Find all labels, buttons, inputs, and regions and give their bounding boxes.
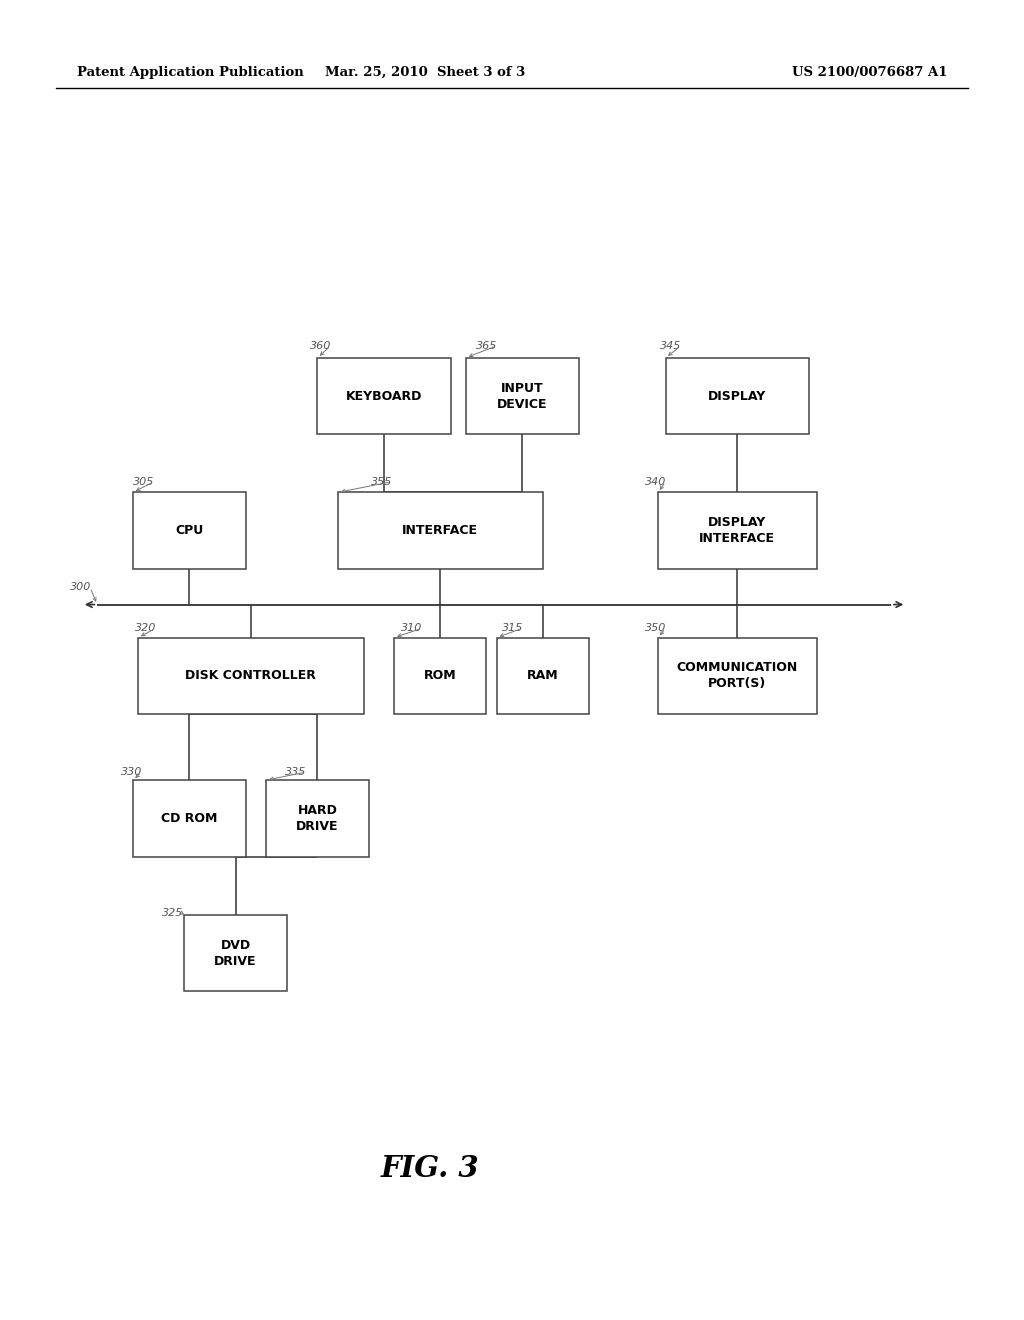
Bar	[466, 358, 579, 434]
Text: CD ROM: CD ROM	[161, 812, 218, 825]
Text: DVD
DRIVE: DVD DRIVE	[214, 939, 257, 968]
Text: DISPLAY
INTERFACE: DISPLAY INTERFACE	[699, 516, 775, 545]
Text: COMMUNICATION
PORT(S): COMMUNICATION PORT(S)	[677, 661, 798, 690]
Text: 340: 340	[645, 477, 667, 487]
Bar	[497, 638, 589, 714]
Text: 300: 300	[70, 582, 91, 593]
Bar	[266, 780, 369, 857]
Text: DISK CONTROLLER: DISK CONTROLLER	[185, 669, 316, 682]
Text: ROM: ROM	[424, 669, 457, 682]
Text: 310: 310	[401, 623, 423, 634]
Text: 365: 365	[476, 341, 498, 351]
Text: 305: 305	[133, 477, 155, 487]
Text: KEYBOARD: KEYBOARD	[346, 389, 422, 403]
Text: 335: 335	[285, 767, 306, 777]
Bar	[394, 638, 486, 714]
Bar	[657, 638, 817, 714]
Text: HARD
DRIVE: HARD DRIVE	[296, 804, 339, 833]
Text: 355: 355	[371, 477, 392, 487]
Text: 315: 315	[502, 623, 523, 634]
Text: INTERFACE: INTERFACE	[402, 524, 478, 537]
Bar	[133, 492, 246, 569]
Bar	[184, 915, 287, 991]
Text: DISPLAY: DISPLAY	[709, 389, 766, 403]
Text: Mar. 25, 2010  Sheet 3 of 3: Mar. 25, 2010 Sheet 3 of 3	[325, 66, 525, 79]
Bar	[666, 358, 809, 434]
Text: CPU: CPU	[175, 524, 204, 537]
Text: 330: 330	[121, 767, 142, 777]
Text: 350: 350	[645, 623, 667, 634]
Text: Patent Application Publication: Patent Application Publication	[77, 66, 303, 79]
Bar	[317, 358, 451, 434]
Text: 360: 360	[310, 341, 332, 351]
Bar	[338, 492, 543, 569]
Text: FIG. 3: FIG. 3	[381, 1154, 479, 1183]
Bar	[133, 780, 246, 857]
Bar	[138, 638, 364, 714]
Bar	[657, 492, 817, 569]
Text: RAM: RAM	[527, 669, 558, 682]
Text: 345: 345	[660, 341, 682, 351]
Text: INPUT
DEVICE: INPUT DEVICE	[497, 381, 548, 411]
Text: US 2100/0076687 A1: US 2100/0076687 A1	[792, 66, 947, 79]
Text: 325: 325	[162, 908, 183, 919]
Text: 320: 320	[135, 623, 157, 634]
